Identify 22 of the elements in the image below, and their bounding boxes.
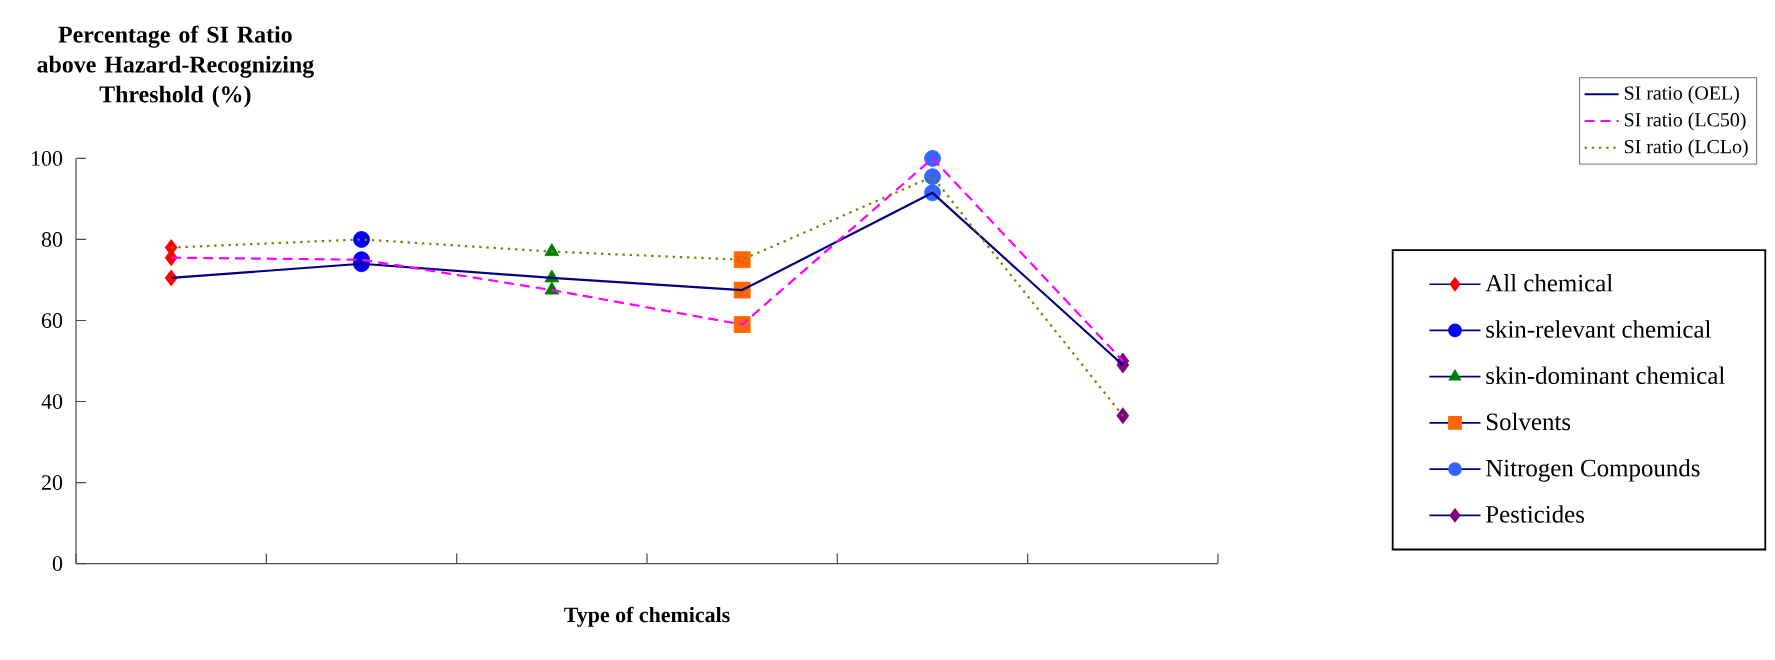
- x-axis-title: Type of chemicals: [564, 606, 730, 627]
- y-tick-label: 0: [52, 556, 63, 571]
- point: [733, 251, 751, 269]
- y-tick-label: 20: [42, 475, 63, 490]
- legend-label: skin-relevant chemical: [1486, 320, 1711, 338]
- legend-label: SI ratio (LCLo): [1624, 139, 1748, 158]
- legend-label: All chemical: [1485, 274, 1613, 292]
- legend-label: SI ratio (LC50): [1624, 112, 1746, 131]
- legend-label: Nitrogen Compounds: [1486, 459, 1700, 482]
- point: [733, 316, 751, 333]
- legend-label: SI ratio (OEL): [1624, 85, 1739, 104]
- point: [353, 231, 370, 248]
- legend-label: Solvents: [1486, 412, 1571, 431]
- y-tick-label: 100: [32, 151, 63, 166]
- point: [1116, 407, 1130, 425]
- point: [924, 168, 941, 185]
- legend-label: skin-dominant chemical: [1486, 366, 1725, 385]
- y-tick-label: 80: [41, 232, 63, 247]
- y-tick-label: 40: [41, 394, 63, 409]
- y-axis-title: Percentage of SI Ratio above Hazard-Recognizing Threshold (%): [37, 25, 314, 108]
- y-tick-label: 60: [41, 313, 63, 328]
- legend-label: Pesticides: [1486, 505, 1584, 523]
